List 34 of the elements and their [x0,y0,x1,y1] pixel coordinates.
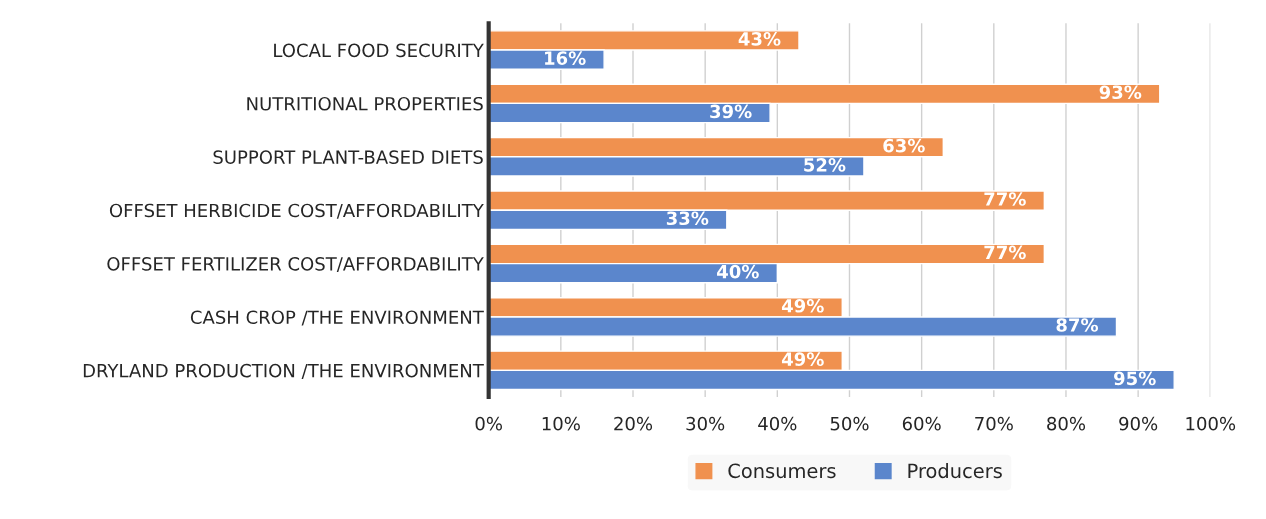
y-tick-label: NUTRITIONAL PROPERTIES [247,96,483,111]
data-label: 39% [710,104,752,119]
y-tick-label: OFFSET HERBICIDE COST/AFFORDABILITY [109,203,484,219]
data-label: 49% [781,298,824,313]
x-tick-label: 60% [902,416,941,431]
x-tick-label: 40% [758,416,797,431]
data-label: 43% [738,32,781,46]
x-tick-label: 90% [1119,416,1158,431]
x-tick-label: 0% [475,416,502,431]
data-label: 16% [545,51,586,65]
y-tick-label: CASH CROP /THE ENVIRONMENT [190,310,484,326]
legend-label: Producers [908,463,1002,479]
data-label: 93% [1099,85,1142,100]
legend-label: Consumers [728,463,836,479]
data-label: 77% [984,192,1026,206]
data-label: 40% [717,264,759,279]
x-tick-label: 80% [1047,416,1086,431]
x-tick-label: 50% [830,416,869,431]
x-tick-label: 30% [686,416,725,431]
y-tick-label: LOCAL FOOD SECURITY [274,43,484,58]
x-tick-label: 100% [1186,416,1236,431]
data-label: 52% [804,158,846,172]
x-tick-label: 20% [614,416,653,431]
data-label: 87% [1056,318,1099,332]
data-label: 63% [883,138,925,153]
data-label: 77% [984,245,1026,260]
data-label: 49% [781,352,824,366]
data-label: 33% [666,211,709,226]
y-tick-label: SUPPORT PLANT-BASED DIETS [213,150,483,164]
x-tick-label: 70% [975,416,1013,431]
y-tick-label: OFFSET FERTILIZER COST/AFFORDABILITY [107,257,484,273]
y-tick-label: DRYLAND PRODUCTION /THE ENVIRONMENT [83,363,484,379]
data-label: 95% [1114,371,1156,386]
x-tick-label: 10% [542,416,580,431]
